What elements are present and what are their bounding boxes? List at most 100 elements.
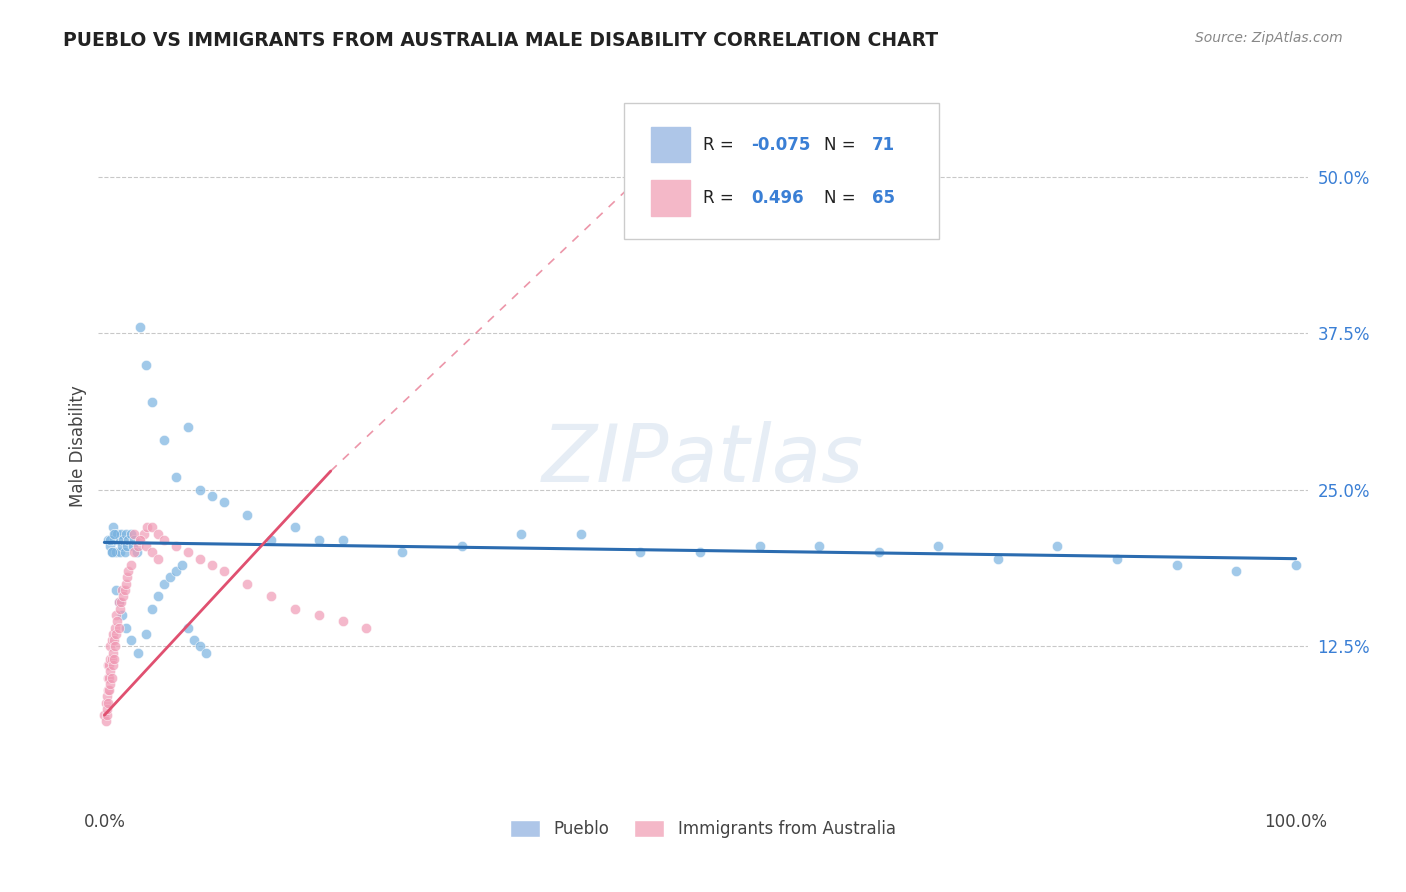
Point — [236, 576, 259, 591]
Point — [987, 551, 1010, 566]
Point — [111, 582, 134, 597]
Point — [114, 576, 136, 591]
Point — [332, 614, 354, 628]
Point — [332, 533, 354, 547]
Point — [183, 633, 205, 648]
Point — [146, 526, 169, 541]
Text: R =: R = — [703, 136, 740, 153]
Point — [284, 520, 307, 534]
Point — [308, 533, 330, 547]
Point — [97, 696, 120, 710]
Legend: Pueblo, Immigrants from Australia: Pueblo, Immigrants from Australia — [503, 813, 903, 845]
Point — [146, 589, 169, 603]
Point — [98, 640, 121, 654]
Point — [98, 671, 121, 685]
Point — [391, 545, 413, 559]
Point — [129, 533, 152, 547]
Point — [450, 539, 472, 553]
Point — [808, 539, 831, 553]
Point — [94, 696, 117, 710]
Point — [103, 533, 125, 547]
Point — [98, 658, 121, 673]
Text: PUEBLO VS IMMIGRANTS FROM AUSTRALIA MALE DISABILITY CORRELATION CHART: PUEBLO VS IMMIGRANTS FROM AUSTRALIA MALE… — [63, 31, 938, 50]
Point — [107, 614, 129, 628]
Point — [105, 607, 128, 622]
Point — [212, 564, 235, 578]
Point — [101, 520, 124, 534]
Point — [188, 483, 211, 497]
Text: -0.075: -0.075 — [751, 136, 811, 153]
Point — [120, 526, 142, 541]
Point — [212, 495, 235, 509]
Point — [120, 633, 142, 648]
Point — [135, 358, 157, 372]
Point — [200, 489, 222, 503]
FancyBboxPatch shape — [651, 180, 690, 216]
Point — [107, 595, 129, 609]
Point — [103, 652, 125, 666]
Point — [122, 533, 145, 547]
Point — [260, 533, 283, 547]
Point — [115, 570, 138, 584]
Point — [177, 621, 200, 635]
Point — [122, 545, 145, 559]
Point — [111, 607, 134, 622]
Point — [1166, 558, 1188, 572]
Point — [141, 395, 163, 409]
Point — [194, 646, 217, 660]
Point — [107, 621, 129, 635]
Text: R =: R = — [703, 189, 744, 207]
Point — [129, 533, 152, 547]
Point — [114, 621, 136, 635]
Point — [1285, 558, 1308, 572]
Point — [135, 539, 157, 553]
Point — [510, 526, 533, 541]
Point — [260, 589, 283, 603]
Point — [117, 533, 139, 547]
Point — [100, 545, 122, 559]
Point — [284, 601, 307, 615]
Point — [98, 652, 121, 666]
Point — [98, 665, 121, 679]
Point — [153, 533, 176, 547]
Point — [188, 640, 211, 654]
Point — [100, 633, 122, 648]
Point — [1046, 539, 1069, 553]
Point — [1225, 564, 1247, 578]
Text: N =: N = — [824, 189, 860, 207]
Point — [125, 545, 148, 559]
Point — [141, 545, 163, 559]
Point — [97, 658, 120, 673]
Point — [159, 570, 181, 584]
Point — [630, 545, 652, 559]
Point — [141, 601, 163, 615]
Point — [101, 646, 124, 660]
Point — [98, 683, 121, 698]
Point — [104, 640, 127, 654]
Point — [103, 526, 125, 541]
Point — [177, 545, 200, 559]
Point — [120, 558, 142, 572]
Point — [117, 564, 139, 578]
Point — [108, 545, 131, 559]
Point — [105, 582, 128, 597]
Text: 71: 71 — [872, 136, 896, 153]
Point — [94, 714, 117, 729]
Point — [97, 683, 120, 698]
Point — [114, 545, 136, 559]
Point — [112, 589, 135, 603]
Point — [107, 526, 129, 541]
Point — [115, 539, 138, 553]
Point — [153, 576, 176, 591]
Point — [101, 658, 124, 673]
Point — [127, 646, 149, 660]
Point — [308, 607, 330, 622]
Point — [96, 702, 118, 716]
Point — [112, 533, 135, 547]
Point — [122, 539, 145, 553]
Point — [135, 627, 157, 641]
Point — [748, 539, 770, 553]
Point — [98, 539, 121, 553]
Point — [200, 558, 222, 572]
Point — [177, 420, 200, 434]
